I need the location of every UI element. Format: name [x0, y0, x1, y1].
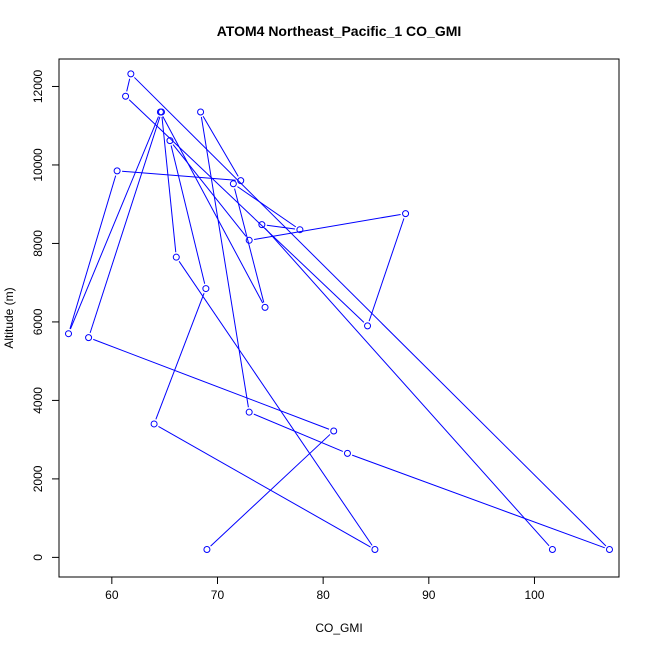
series-segment: [254, 213, 401, 240]
series-segment: [178, 261, 373, 546]
series-segment: [69, 175, 117, 330]
series-segment: [202, 116, 239, 177]
data-point: [371, 546, 379, 554]
data-point: [122, 92, 130, 100]
x-tick-label: 70: [211, 588, 225, 602]
data-point: [150, 420, 158, 428]
data-point: [156, 108, 164, 116]
y-axis: 0 2000 4000 6000 8000 10000 12000: [31, 69, 60, 561]
x-tick-label: 90: [422, 588, 436, 602]
data-point: [85, 334, 93, 342]
y-tick-label: 4000: [31, 387, 45, 414]
data-point: [330, 427, 338, 435]
y-axis-label: Altitude (m): [2, 287, 16, 348]
data-point: [245, 408, 253, 416]
series-segment: [368, 218, 405, 322]
data-point: [402, 210, 410, 218]
series-segment: [200, 116, 249, 408]
data-point: [65, 330, 73, 338]
data-point: [172, 253, 180, 261]
series-segment: [69, 116, 159, 330]
data-point: [343, 449, 351, 457]
series-segment: [93, 338, 330, 430]
data-point: [127, 70, 135, 78]
data-point: [113, 167, 121, 175]
data-point: [258, 221, 266, 229]
data-point: [203, 546, 211, 554]
y-tick-label: 6000: [31, 308, 45, 335]
x-tick-label: 60: [105, 588, 119, 602]
series-segment: [155, 293, 205, 420]
y-tick-label: 10000: [31, 148, 45, 182]
series-segment: [234, 188, 265, 303]
x-tick-label: 100: [524, 588, 544, 602]
series-segment: [170, 145, 206, 284]
x-axis: 60 70 80 90 100: [105, 576, 545, 602]
series-segment: [158, 425, 371, 548]
data-point: [202, 285, 210, 293]
data-point: [548, 546, 556, 554]
data-point: [296, 226, 304, 234]
y-tick-label: 12000: [31, 69, 45, 103]
series-segment: [128, 99, 365, 323]
series-segment: [134, 77, 607, 547]
plot-frame: [58, 58, 620, 578]
data-point: [605, 546, 613, 554]
series-segment: [264, 227, 550, 547]
series-segment: [122, 170, 236, 181]
x-tick-label: 80: [316, 588, 330, 602]
y-tick-label: 8000: [31, 230, 45, 257]
series-segment: [172, 144, 247, 237]
data-point: [237, 177, 245, 185]
series-segment: [162, 116, 264, 304]
y-tick-label: 2000: [31, 465, 45, 492]
data-point: [245, 236, 253, 244]
series-segment: [237, 186, 297, 228]
series-segment: [126, 78, 131, 92]
series-segment: [89, 116, 161, 334]
series-segment: [253, 413, 344, 452]
data-point: [364, 322, 372, 330]
data-point: [229, 180, 237, 188]
series-segment: [351, 454, 605, 549]
x-axis-label: CO_GMI: [315, 621, 362, 635]
data-point: [197, 108, 205, 116]
data-point: [166, 137, 174, 145]
y-tick-label: 0: [31, 554, 45, 561]
series-group: [65, 70, 613, 554]
series-segment: [266, 224, 296, 230]
data-point: [261, 303, 269, 311]
series-segment: [161, 116, 177, 253]
chart-title: ATOM4 Northeast_Pacific_1 CO_GMI: [217, 23, 462, 39]
